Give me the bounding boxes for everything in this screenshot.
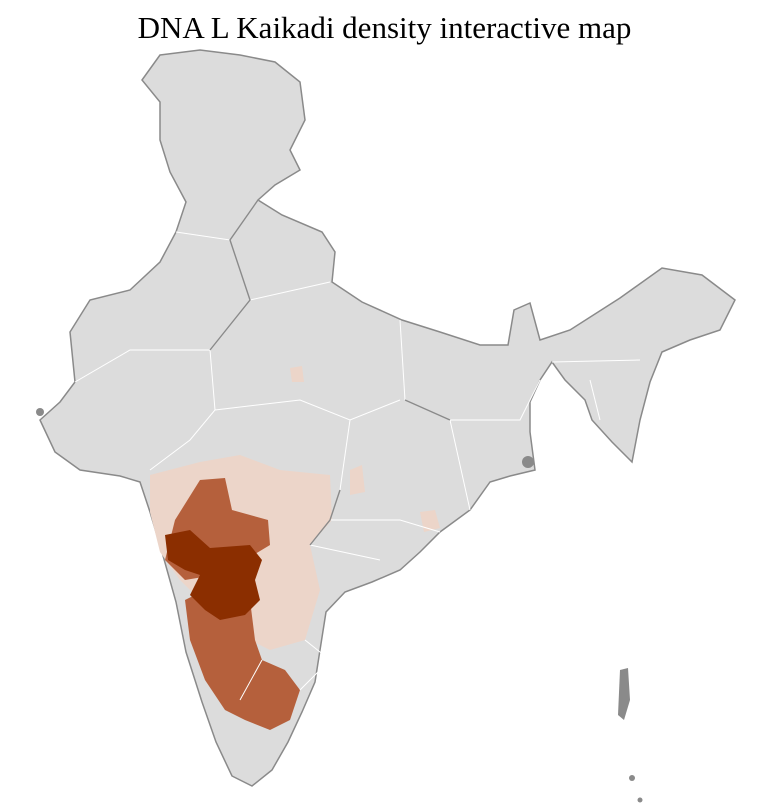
map-title: DNA L Kaikadi density interactive map: [137, 10, 632, 45]
country: [39, 49, 736, 787]
state-borders: [74, 199, 641, 701]
light-region[interactable]: [350, 465, 365, 495]
light-region[interactable]: [290, 366, 304, 382]
islands: [36, 408, 643, 803]
dark-region[interactable]: [165, 530, 262, 620]
light-region[interactable]: [420, 510, 440, 532]
medium-region[interactable]: [185, 580, 300, 730]
